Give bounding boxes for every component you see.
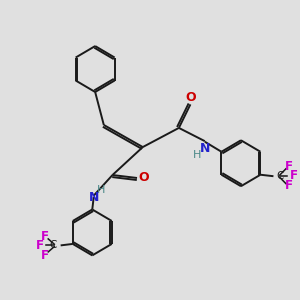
- Text: F: F: [41, 230, 49, 243]
- Text: H: H: [97, 185, 105, 195]
- Text: F: F: [41, 249, 49, 262]
- Text: C: C: [276, 171, 284, 181]
- Text: O: O: [138, 171, 149, 184]
- Text: O: O: [186, 92, 196, 104]
- Text: F: F: [36, 239, 44, 253]
- Text: C: C: [50, 240, 57, 250]
- Text: N: N: [200, 142, 210, 155]
- Text: N: N: [88, 190, 99, 204]
- Text: H: H: [193, 150, 201, 160]
- Text: F: F: [284, 160, 292, 173]
- Text: F: F: [290, 169, 298, 182]
- Text: F: F: [284, 179, 292, 192]
